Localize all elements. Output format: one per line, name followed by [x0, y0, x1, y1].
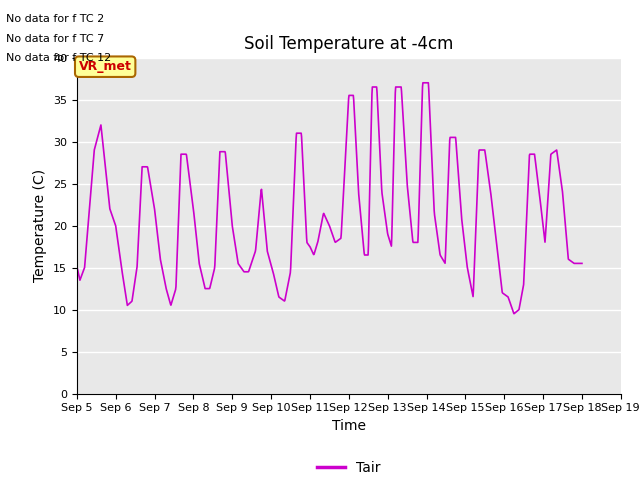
Legend: Tair: Tair	[312, 456, 386, 480]
Text: No data for f TC 12: No data for f TC 12	[6, 53, 111, 63]
Y-axis label: Temperature (C): Temperature (C)	[33, 169, 47, 282]
Text: No data for f TC 7: No data for f TC 7	[6, 34, 105, 44]
Title: Soil Temperature at -4cm: Soil Temperature at -4cm	[244, 35, 454, 53]
Text: No data for f TC 2: No data for f TC 2	[6, 14, 105, 24]
Text: VR_met: VR_met	[79, 60, 132, 73]
X-axis label: Time: Time	[332, 419, 366, 433]
